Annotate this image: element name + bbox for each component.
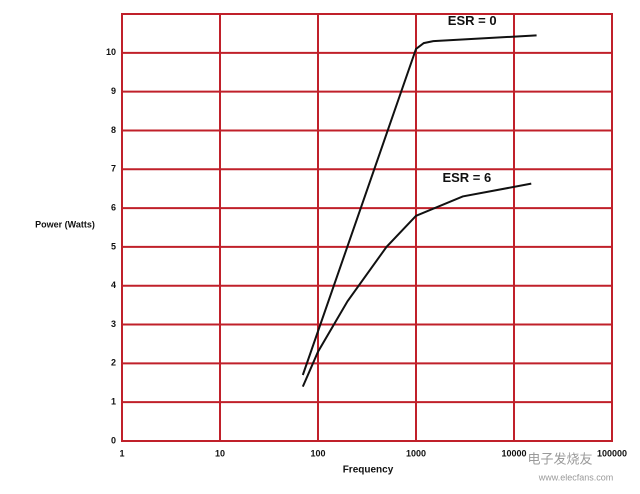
y-tick-label: 1 [111,397,116,407]
y-tick-label: 10 [106,47,116,57]
y-axis-title: Power (Watts) [35,219,95,229]
x-tick-label: 1000 [406,448,426,458]
series-label: ESR = 6 [442,170,491,185]
watermark: www.elecfans.com [538,472,614,482]
y-tick-label: 6 [111,202,116,212]
series-line [301,34,537,376]
x-tick-label: 100000 [597,448,627,458]
series-line [301,182,532,388]
x-tick-label: 10000 [501,448,526,458]
y-tick-label: 2 [111,358,116,368]
y-tick-label: 7 [111,164,116,174]
x-tick-label: 10 [215,448,225,458]
x-tick-label: 100 [310,448,325,458]
x-tick-label: 1 [119,448,124,458]
watermark: 电子发烧友 [527,451,592,466]
y-tick-label: 3 [111,319,116,329]
x-axis-title: Frequency [343,465,394,476]
y-tick-label: 8 [111,125,116,135]
plot-frame [121,13,613,442]
y-tick-label: 0 [111,435,116,445]
y-tick-label: 5 [111,241,116,251]
series-label: ESR = 0 [448,13,497,28]
y-tick-label: 9 [111,86,116,96]
y-tick-label: 4 [111,280,116,290]
